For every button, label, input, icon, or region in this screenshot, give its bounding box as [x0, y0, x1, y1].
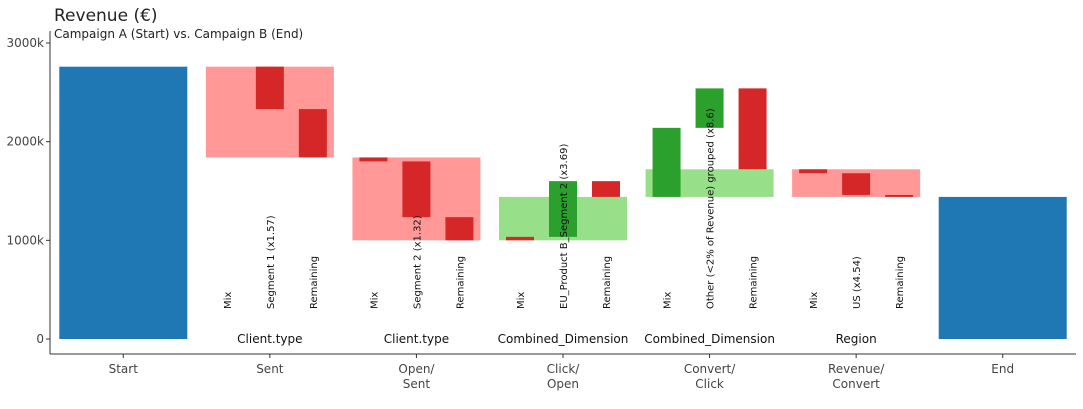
component-label: Remaining — [602, 256, 613, 309]
x-tick-label: Open/Sent — [398, 362, 435, 391]
component-bar — [506, 237, 534, 240]
total-bar — [939, 197, 1067, 339]
x-tick-label: Convert/Click — [684, 362, 736, 391]
chart-subtitle: Campaign A (Start) vs. Campaign B (End) — [54, 27, 303, 41]
component-label: Mix — [809, 292, 820, 309]
component-label: EU_Product B_Segment 2 (x3.69) — [559, 144, 570, 309]
x-axis: Start Sent Open/Sent Click/Open Convert/Clic… — [50, 354, 1076, 391]
component-label: Segment 1 (x1.57) — [266, 215, 277, 309]
component-bar — [445, 217, 473, 240]
dimension-label: Combined_Dimension — [498, 332, 629, 346]
component-label: Remaining — [455, 256, 466, 309]
x-tick-label: End — [991, 362, 1014, 376]
component-bar — [885, 195, 913, 197]
x-tick-label: Sent — [256, 362, 284, 376]
component-label: Mix — [663, 292, 674, 309]
component-label: Mix — [516, 292, 527, 309]
y-tick-label: 1000k — [7, 233, 45, 247]
component-bar — [653, 128, 681, 197]
component-bar — [299, 109, 327, 157]
component-label: Remaining — [749, 256, 760, 309]
x-tick-label: Click/Open — [547, 362, 581, 391]
component-label: Remaining — [309, 256, 320, 309]
component-bar — [359, 157, 387, 161]
y-tick-label: 2000k — [7, 135, 45, 149]
y-tick-label: 0 — [36, 332, 44, 346]
component-bar — [402, 161, 430, 217]
component-bar — [799, 169, 827, 173]
component-label: Remaining — [895, 256, 906, 309]
y-tick-label: 3000k — [7, 36, 45, 50]
dimension-label: Combined_Dimension — [644, 332, 775, 346]
component-label: Segment 2 (x1.32) — [412, 215, 423, 309]
component-bar — [739, 88, 767, 169]
chart-title: Revenue (€) — [54, 6, 158, 26]
dimension-label: Client.type — [237, 332, 302, 346]
component-label: Other (<2% of Revenue) grouped (x8.6) — [706, 108, 717, 309]
component-label: US (x4.54) — [852, 256, 863, 309]
x-tick-label: Start — [109, 362, 139, 376]
component-bar — [256, 67, 284, 109]
component-bar — [842, 173, 870, 195]
component-bar — [592, 181, 620, 197]
dimension-label: Client.type — [384, 332, 449, 346]
component-label: Mix — [223, 292, 234, 309]
y-axis: 0 1000k 2000k 3000k — [7, 31, 51, 354]
total-bar — [59, 67, 187, 339]
dimension-label: Region — [836, 332, 877, 346]
component-label: Mix — [369, 292, 380, 309]
x-tick-label: Revenue/Convert — [828, 362, 885, 391]
